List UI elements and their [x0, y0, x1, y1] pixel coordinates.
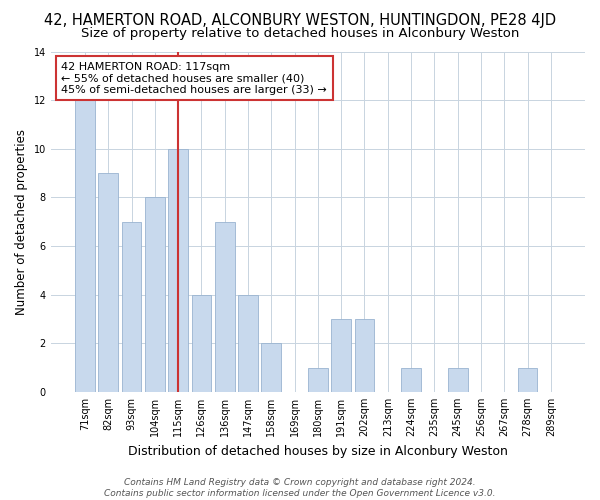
Text: Contains HM Land Registry data © Crown copyright and database right 2024.
Contai: Contains HM Land Registry data © Crown c…	[104, 478, 496, 498]
Bar	[518, 368, 538, 392]
Bar	[355, 319, 374, 392]
Bar	[191, 294, 211, 392]
Y-axis label: Number of detached properties: Number of detached properties	[15, 128, 28, 314]
Bar	[331, 319, 351, 392]
Bar	[401, 368, 421, 392]
Bar	[308, 368, 328, 392]
Text: 42, HAMERTON ROAD, ALCONBURY WESTON, HUNTINGDON, PE28 4JD: 42, HAMERTON ROAD, ALCONBURY WESTON, HUN…	[44, 12, 556, 28]
Bar	[262, 344, 281, 392]
Bar	[98, 173, 118, 392]
Text: Size of property relative to detached houses in Alconbury Weston: Size of property relative to detached ho…	[81, 28, 519, 40]
Bar	[168, 149, 188, 392]
Bar	[215, 222, 235, 392]
Bar	[238, 294, 258, 392]
Bar	[75, 100, 95, 392]
Bar	[448, 368, 467, 392]
X-axis label: Distribution of detached houses by size in Alconbury Weston: Distribution of detached houses by size …	[128, 444, 508, 458]
Bar	[122, 222, 142, 392]
Text: 42 HAMERTON ROAD: 117sqm
← 55% of detached houses are smaller (40)
45% of semi-d: 42 HAMERTON ROAD: 117sqm ← 55% of detach…	[61, 62, 327, 95]
Bar	[145, 198, 165, 392]
